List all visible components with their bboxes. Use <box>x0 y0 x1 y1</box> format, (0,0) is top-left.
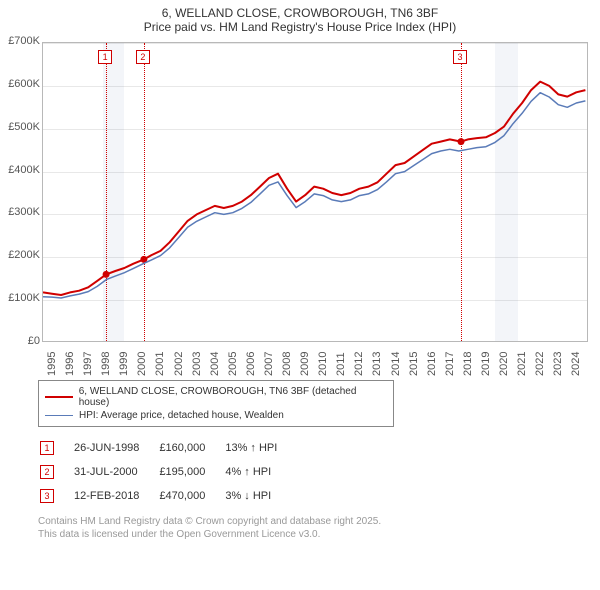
event-marker: 2 <box>40 465 54 479</box>
x-tick-label: 2015 <box>408 346 420 376</box>
y-tick-label: £400K <box>0 164 40 176</box>
x-tick-label: 2014 <box>390 346 402 376</box>
x-tick-label: 1998 <box>100 346 112 376</box>
x-tick-label: 2020 <box>498 346 510 376</box>
x-tick-label: 2001 <box>154 346 166 376</box>
x-tick-label: 2006 <box>245 346 257 376</box>
legend-item: HPI: Average price, detached house, Weal… <box>45 409 387 422</box>
event-date: 12-FEB-2018 <box>74 485 157 507</box>
event-marker-box: 2 <box>136 50 150 64</box>
event-delta: 3% ↓ HPI <box>225 485 295 507</box>
attribution-line: Contains HM Land Registry data © Crown c… <box>38 515 600 528</box>
y-tick-label: £700K <box>0 35 40 47</box>
x-tick-label: 2017 <box>444 346 456 376</box>
event-marker: 1 <box>40 441 54 455</box>
x-tick-label: 1999 <box>118 346 130 376</box>
x-tick-label: 2016 <box>426 346 438 376</box>
event-price: £160,000 <box>159 437 223 459</box>
legend-label: 6, WELLAND CLOSE, CROWBOROUGH, TN6 3BF (… <box>79 386 387 408</box>
x-tick-label: 2009 <box>299 346 311 376</box>
series-subject <box>43 82 585 295</box>
x-tick-label: 2021 <box>516 346 528 376</box>
x-tick-label: 2002 <box>173 346 185 376</box>
x-tick-label: 2007 <box>263 346 275 376</box>
x-tick-label: 2008 <box>281 346 293 376</box>
x-tick-label: 2003 <box>191 346 203 376</box>
x-tick-label: 2011 <box>335 346 347 376</box>
event-delta: 13% ↑ HPI <box>225 437 295 459</box>
sale-marker <box>103 271 110 278</box>
chart: £0£100K£200K£300K£400K£500K£600K£700K199… <box>8 42 592 372</box>
legend: 6, WELLAND CLOSE, CROWBOROUGH, TN6 3BF (… <box>38 380 394 427</box>
x-tick-label: 2005 <box>227 346 239 376</box>
series-layer <box>43 43 588 342</box>
plot-area <box>42 42 588 342</box>
y-tick-label: £300K <box>0 206 40 218</box>
x-tick-label: 2012 <box>353 346 365 376</box>
event-price: £470,000 <box>159 485 223 507</box>
chart-title: 6, WELLAND CLOSE, CROWBOROUGH, TN6 3BF P… <box>0 0 600 36</box>
x-tick-label: 2010 <box>317 346 329 376</box>
x-tick-label: 2004 <box>209 346 221 376</box>
events-table: 1 26-JUN-1998£160,00013% ↑ HPI 2 31-JUL-200… <box>38 435 297 509</box>
y-tick-label: £500K <box>0 121 40 133</box>
event-delta: 4% ↑ HPI <box>225 461 295 483</box>
x-tick-label: 2018 <box>462 346 474 376</box>
x-tick-label: 2023 <box>552 346 564 376</box>
legend-label: HPI: Average price, detached house, Weal… <box>79 410 284 421</box>
event-marker-box: 3 <box>453 50 467 64</box>
event-row: 3 12-FEB-2018£470,0003% ↓ HPI <box>40 485 295 507</box>
y-tick-label: £200K <box>0 249 40 261</box>
event-date: 26-JUN-1998 <box>74 437 157 459</box>
event-row: 1 26-JUN-1998£160,00013% ↑ HPI <box>40 437 295 459</box>
x-tick-label: 1995 <box>46 346 58 376</box>
event-price: £195,000 <box>159 461 223 483</box>
x-tick-label: 2019 <box>480 346 492 376</box>
title-line1: 6, WELLAND CLOSE, CROWBOROUGH, TN6 3BF <box>8 6 592 20</box>
event-row: 2 31-JUL-2000£195,0004% ↑ HPI <box>40 461 295 483</box>
legend-item: 6, WELLAND CLOSE, CROWBOROUGH, TN6 3BF (… <box>45 385 387 409</box>
attribution-line: This data is licensed under the Open Gov… <box>38 528 600 541</box>
x-tick-label: 1997 <box>82 346 94 376</box>
legend-swatch <box>45 415 73 416</box>
event-date: 31-JUL-2000 <box>74 461 157 483</box>
x-tick-label: 2024 <box>570 346 582 376</box>
y-tick-label: £600K <box>0 78 40 90</box>
x-tick-label: 2013 <box>371 346 383 376</box>
legend-swatch <box>45 396 73 398</box>
event-marker-box: 1 <box>98 50 112 64</box>
x-tick-label: 2022 <box>534 346 546 376</box>
y-tick-label: £0 <box>0 335 40 347</box>
title-line2: Price paid vs. HM Land Registry's House … <box>8 20 592 34</box>
y-tick-label: £100K <box>0 292 40 304</box>
attribution: Contains HM Land Registry data © Crown c… <box>38 515 600 541</box>
x-tick-label: 1996 <box>64 346 76 376</box>
sale-marker <box>458 138 465 145</box>
event-marker: 3 <box>40 489 54 503</box>
x-tick-label: 2000 <box>136 346 148 376</box>
